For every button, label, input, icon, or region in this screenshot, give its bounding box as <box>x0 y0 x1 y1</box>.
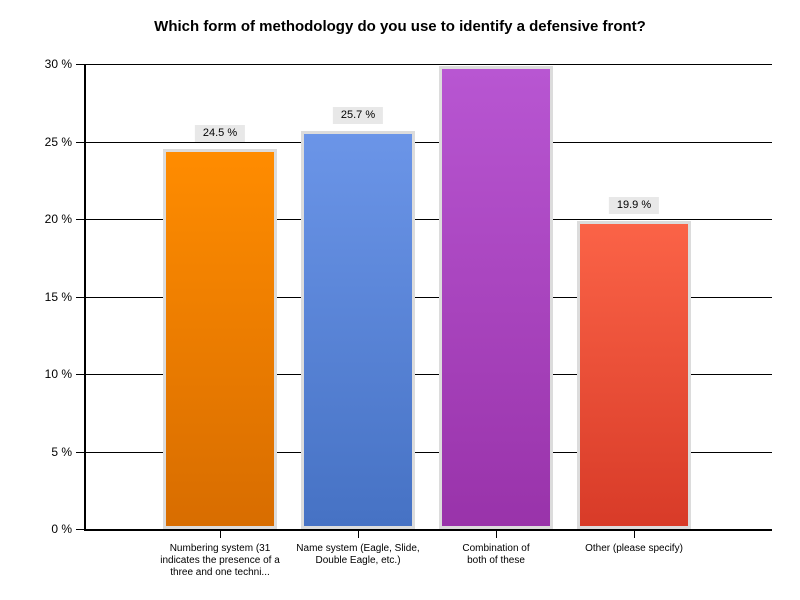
y-tick-mark-10 <box>76 374 84 375</box>
y-tick-mark-25 <box>76 141 84 143</box>
y-axis-line <box>84 64 86 531</box>
y-tick-label-20: 20 % <box>44 212 72 226</box>
x-tick-mark-3 <box>496 531 497 538</box>
category-label-1: Numbering system (31 indicates the prese… <box>160 543 280 578</box>
bar-purple <box>439 65 553 529</box>
y-tick-mark-30 <box>76 64 84 65</box>
value-label-orange: 24.5 % <box>194 125 246 143</box>
x-axis-line <box>84 529 772 531</box>
gridline-20 <box>84 219 772 220</box>
category-label-4: Other (please specify) <box>585 543 683 554</box>
value-label-blue: 25.7 % <box>332 106 384 124</box>
bar-red <box>577 220 691 529</box>
y-tick-label-10: 10 % <box>44 367 72 381</box>
x-tick-mark-4 <box>634 531 635 538</box>
x-tick-mark-2 <box>358 531 359 538</box>
category-label-3: Combination of both of these <box>462 543 530 566</box>
bar-blue <box>301 130 415 529</box>
y-tick-label-25: 25 % <box>44 134 72 149</box>
value-label-red: 19.9 % <box>608 196 660 214</box>
bar-orange <box>163 149 277 529</box>
x-tick-mark-1 <box>220 531 221 538</box>
y-tick-mark-20 <box>76 219 84 220</box>
gridline-5 <box>84 451 772 453</box>
gridline-25 <box>84 141 772 143</box>
y-tick-label-5: 5 % <box>51 444 72 459</box>
y-tick-label-30: 30 % <box>44 57 72 71</box>
y-tick-label-0: 0 % <box>51 522 72 536</box>
y-tick-mark-15 <box>76 296 84 298</box>
y-tick-mark-5 <box>76 451 84 453</box>
gridline-15 <box>84 296 772 298</box>
y-tick-label-15: 15 % <box>44 289 72 304</box>
plot-area: 0 % 5 % 10 % 15 % 20 % 25 % 30 % 24.5 % Numberin… <box>45 57 772 578</box>
gridline-30 <box>84 64 772 65</box>
y-tick-mark-0 <box>76 529 84 530</box>
gridline-10 <box>84 374 772 375</box>
chart-title: Which form of methodology do you use to … <box>154 18 646 35</box>
category-label-2: Name system (Eagle, Slide, Double Eagle,… <box>296 543 420 566</box>
